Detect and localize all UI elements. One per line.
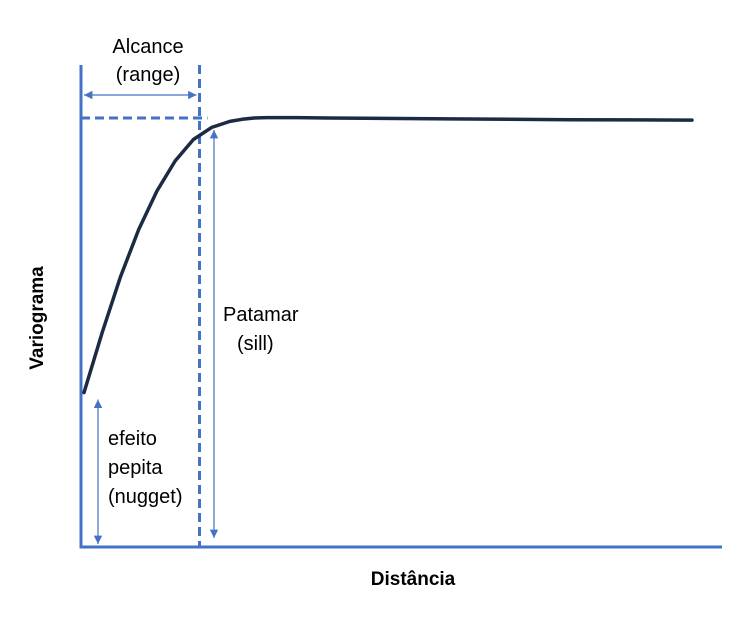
range-label-line2: (range) bbox=[116, 64, 180, 86]
nugget-label-line2: pepita bbox=[108, 457, 163, 479]
variogram-curve bbox=[82, 115, 694, 395]
range-label-line1: Alcance bbox=[112, 36, 183, 58]
nugget-label-line3: (nugget) bbox=[108, 486, 183, 508]
sill-label-line2: (sill) bbox=[237, 333, 274, 355]
nugget-label-line1: efeito bbox=[108, 428, 157, 450]
y-axis-title: Variograma bbox=[27, 266, 48, 370]
x-axis-title: Distância bbox=[371, 569, 456, 590]
sill-label-line1: Patamar bbox=[223, 304, 299, 326]
